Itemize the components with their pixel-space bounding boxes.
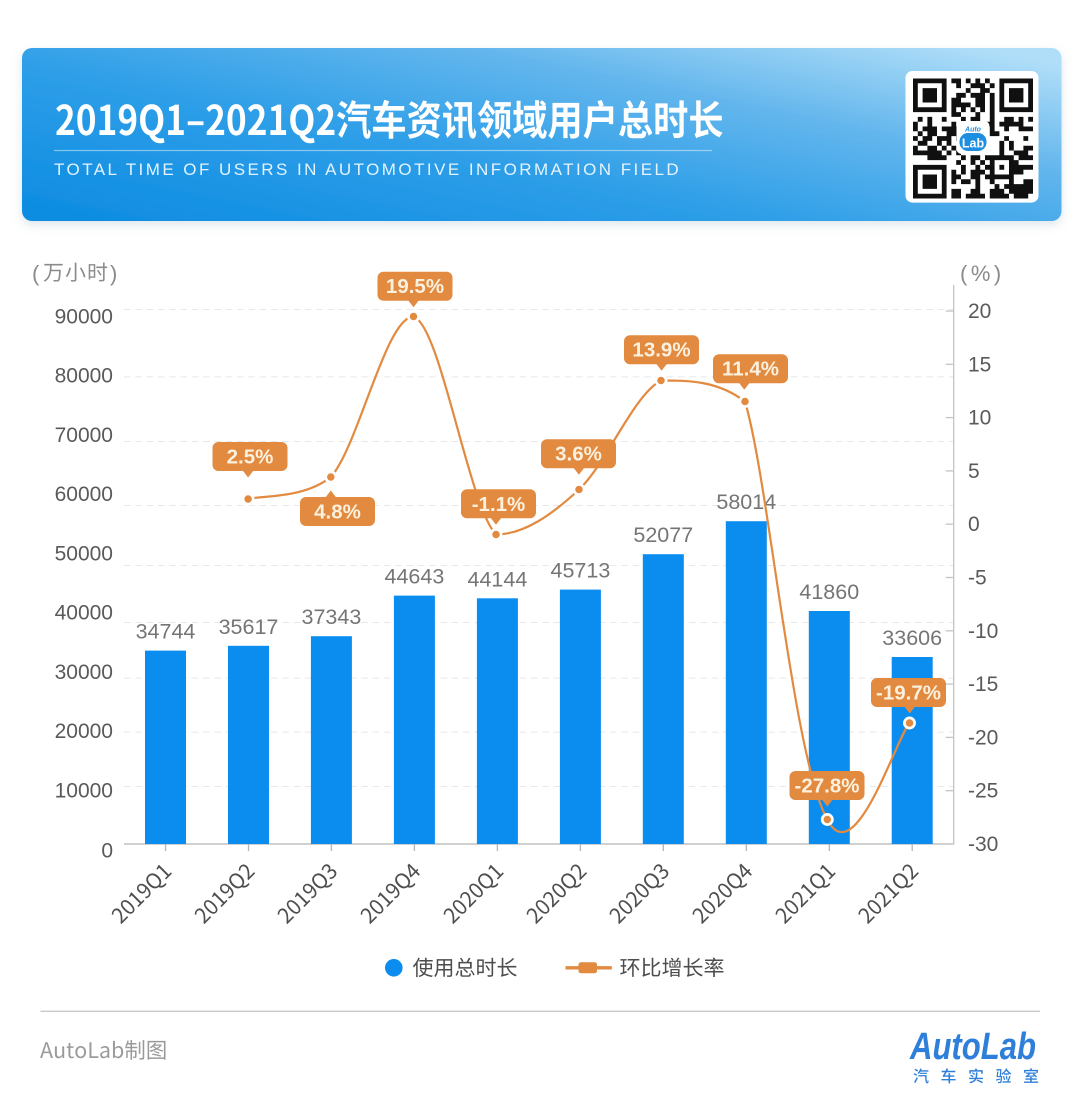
svg-text:80000: 80000 [55,365,113,388]
svg-text:45713: 45713 [551,559,611,583]
svg-text:0: 0 [101,840,113,863]
svg-text:Auto: Auto [964,127,982,134]
svg-text:-10: -10 [968,620,998,643]
svg-text:-5: -5 [968,567,987,590]
svg-text:35617: 35617 [219,615,279,639]
svg-text:11.4%: 11.4% [722,358,779,381]
svg-text:33606: 33606 [882,626,942,650]
svg-text:-15: -15 [968,673,998,696]
svg-text:34744: 34744 [136,620,196,644]
svg-text:-20: -20 [968,726,998,749]
svg-text:90000: 90000 [55,306,113,329]
svg-text:3.6%: 3.6% [555,443,602,466]
svg-text:Lab: Lab [962,137,985,151]
svg-text:10: 10 [968,407,991,430]
svg-text:37343: 37343 [302,605,362,629]
svg-text:2.5%: 2.5% [227,446,274,469]
svg-text:AutoLab: AutoLab [909,1026,1036,1068]
svg-text:-1.1%: -1.1% [472,493,526,516]
svg-text:5: 5 [968,460,980,483]
svg-text:(%): (%) [960,261,1005,286]
svg-text:60000: 60000 [55,483,113,506]
svg-text:TOTAL TIME OF USERS IN AUTOMOT: TOTAL TIME OF USERS IN AUTOMOTIVE INFORM… [54,160,681,179]
svg-text:20: 20 [968,300,991,323]
svg-text:-27.8%: -27.8% [795,775,860,798]
svg-text:40000: 40000 [55,602,113,625]
svg-text:(: ( [32,261,40,286]
svg-text:41860: 41860 [799,580,859,604]
svg-text:20000: 20000 [55,720,113,743]
svg-text:-19.7%: -19.7% [876,682,941,705]
svg-text:10000: 10000 [55,779,113,802]
svg-text:44144: 44144 [468,567,528,591]
svg-text:): ) [110,261,117,286]
svg-text:58014: 58014 [716,490,776,514]
svg-text:44643: 44643 [385,565,445,589]
svg-text:19.5%: 19.5% [386,275,444,298]
svg-text:15: 15 [968,353,991,376]
svg-text:0: 0 [968,513,980,536]
svg-text:30000: 30000 [55,661,113,684]
svg-text:50000: 50000 [55,542,113,565]
svg-text:70000: 70000 [55,424,113,447]
svg-text:13.9%: 13.9% [632,339,690,362]
svg-text:52077: 52077 [633,523,693,547]
svg-text:4.8%: 4.8% [314,501,361,524]
svg-text:-30: -30 [968,833,998,856]
svg-text:-25: -25 [968,780,998,803]
